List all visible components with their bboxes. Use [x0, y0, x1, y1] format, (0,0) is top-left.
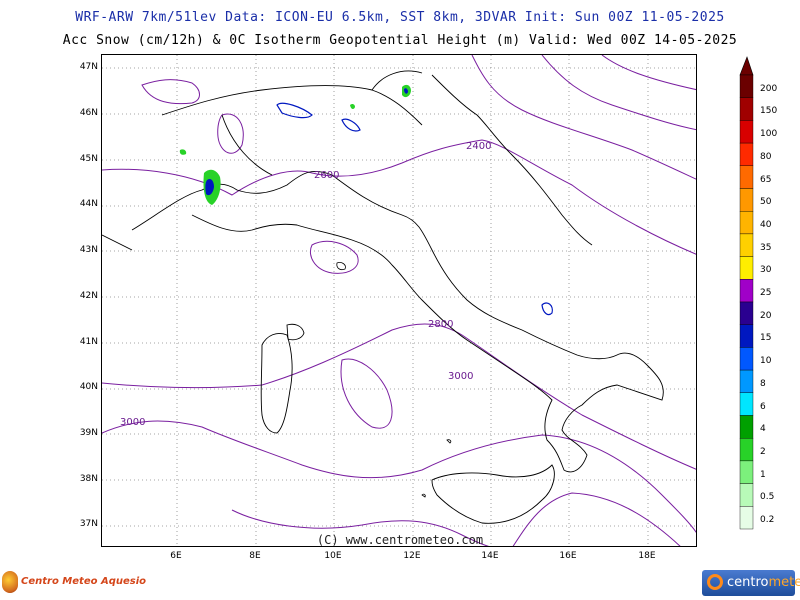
colorbar-band [739, 120, 754, 144]
snow-patches [179, 84, 553, 316]
latitude-label: 40N [79, 382, 98, 392]
contour-label: 2600 [314, 170, 339, 181]
colorbar-band [739, 142, 754, 166]
sun-logo-icon [2, 571, 18, 593]
latitude-label: 37N [79, 519, 98, 529]
latitude-label: 41N [79, 337, 98, 347]
islands [336, 262, 452, 498]
graticule [102, 55, 696, 546]
colorbar-label: 30 [760, 265, 772, 276]
colorbar-band [739, 415, 754, 439]
colorbar-band [739, 97, 754, 121]
logo-right-text: centrometeo [727, 575, 800, 590]
colorbar-band [739, 256, 754, 280]
colorbar-label: 100 [760, 129, 778, 140]
colorbar-label: 0.5 [760, 492, 775, 503]
colorbar-band [739, 279, 754, 303]
centro-meteo-aquesio-logo[interactable]: Centro Meteo Aquesio [0, 570, 146, 596]
colorbar-label: 6 [760, 401, 766, 412]
longitude-label: 14E [481, 551, 499, 561]
contour-label: 2400 [466, 141, 491, 152]
longitude-label: 12E [403, 551, 421, 561]
longitude-label: 18E [638, 551, 656, 561]
map-title-line1: WRF-ARW 7km/51lev Data: ICON-EU 6.5km, S… [75, 10, 725, 25]
colorbar-label: 8 [760, 378, 766, 389]
colorbar-label: 150 [760, 106, 778, 117]
colorbar-label: 35 [760, 242, 772, 253]
latitude-label: 42N [79, 291, 98, 301]
isotherm-contours [102, 55, 696, 546]
latitude-label: 39N [79, 428, 98, 438]
colorbar-label: 2 [760, 446, 766, 457]
contour-label: 2800 [428, 319, 453, 330]
centrometeo-logo[interactable]: centrometeo [702, 570, 800, 596]
copyright-text: (C) www.centrometeo.com [316, 533, 484, 547]
colorbar-label: 0.2 [760, 515, 775, 525]
longitude-label: 8E [249, 551, 261, 561]
latitude-label: 47N [79, 62, 98, 72]
colorbar-label: 40 [760, 219, 772, 230]
colorbar-arrow [739, 56, 754, 76]
latitude-label: 45N [79, 154, 98, 164]
map-canvas: 2400 2600 2800 3000 3000 [102, 55, 696, 546]
colorbar-band [739, 324, 754, 348]
colorbar-band [739, 460, 754, 484]
latitude-label: 43N [79, 245, 98, 255]
colorbar-label: 4 [760, 424, 766, 435]
map-frame: 2400 2600 2800 3000 3000 [101, 54, 697, 547]
latitude-label: 46N [79, 108, 98, 118]
colorbar-band [739, 438, 754, 462]
colorbar-band [739, 210, 754, 235]
colorbar-band [739, 301, 754, 325]
colorbar-bands [739, 56, 754, 530]
colorbar-band [739, 392, 754, 416]
longitude-label: 16E [559, 551, 577, 561]
colorbar-label: 1 [760, 469, 766, 480]
coastline [102, 70, 664, 524]
colorbar-label: 25 [760, 288, 772, 298]
colorbar [739, 56, 754, 530]
colorbar-band [739, 506, 754, 530]
colorbar-band [739, 483, 754, 507]
contour-value-labels: 2400 2600 2800 3000 3000 [120, 141, 491, 428]
logo-left-text: Centro Meteo Aquesio [21, 576, 146, 587]
swirl-logo-icon [707, 574, 723, 590]
colorbar-label: 65 [760, 174, 772, 185]
colorbar-label: 50 [760, 197, 772, 208]
map-title-line2: Acc Snow (cm/12h) & 0C Isotherm Geopoten… [62, 33, 738, 48]
colorbar-band [739, 74, 754, 98]
colorbar-band [739, 233, 754, 257]
colorbar-label: 80 [760, 151, 772, 162]
colorbar-label: 200 [760, 83, 778, 94]
longitude-label: 10E [324, 551, 342, 561]
colorbar-label: 15 [760, 333, 772, 344]
colorbar-label: 10 [760, 356, 772, 367]
contour-label: 3000 [448, 371, 473, 382]
latitude-label: 44N [79, 199, 98, 209]
colorbar-label: 20 [760, 310, 772, 321]
colorbar-band [739, 369, 754, 394]
contour-label: 3000 [120, 417, 145, 428]
longitude-label: 6E [170, 551, 182, 561]
colorbar-band [739, 347, 754, 371]
colorbar-band [739, 165, 754, 189]
latitude-label: 38N [79, 474, 98, 484]
colorbar-band [739, 188, 754, 212]
